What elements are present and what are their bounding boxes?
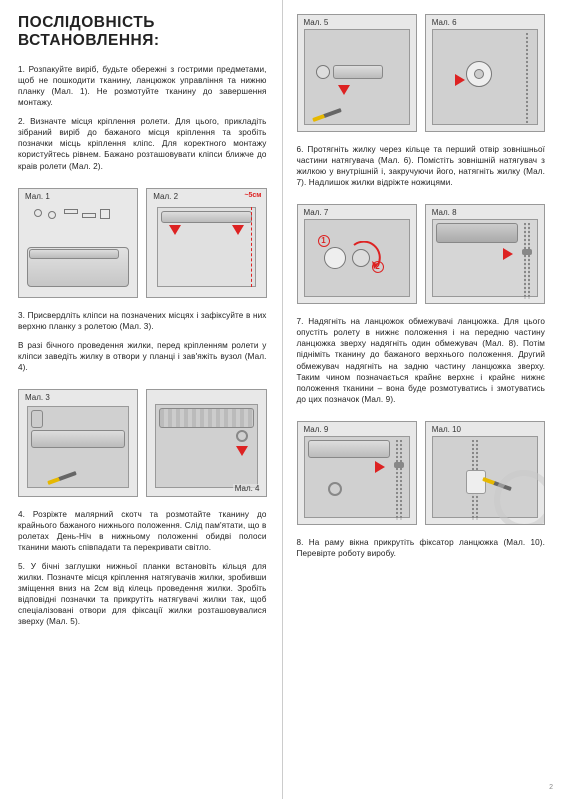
figure-row-7-8: Мал. 7 1 2 Мал. 8 — [297, 204, 546, 304]
page-title: ПОСЛІДОВНІСТЬ ВСТАНОВЛЕННЯ: — [18, 14, 267, 50]
figure-5-label: Мал. 5 — [302, 18, 331, 27]
figure-8-label: Мал. 8 — [430, 208, 459, 217]
step-4: 4. Розріжте малярний скотч та розмотайте… — [18, 509, 267, 553]
figure-9: Мал. 9 — [297, 421, 417, 525]
step-5: 5. У бічні заглушки нижньої планки встан… — [18, 561, 267, 627]
figure-4-label: Мал. 4 — [233, 484, 262, 493]
step-3b: В разі бічного проведення жилки, перед к… — [18, 340, 267, 373]
figure-1-label: Мал. 1 — [23, 192, 52, 201]
figure-6-label: Мал. 6 — [430, 18, 459, 27]
figure-3-label: Мал. 3 — [23, 393, 52, 402]
step-8: 8. На раму вікна прикрутіть фіксатор лан… — [297, 537, 546, 559]
right-column: Мал. 5 Мал. 6 6. Протягніть жилку через … — [283, 0, 565, 799]
figure-row-5-6: Мал. 5 Мал. 6 — [297, 14, 546, 132]
figure-row-1-2: Мал. 1 Мал. 2 ~5см — [18, 188, 267, 298]
figure-10-label: Мал. 10 — [430, 425, 463, 434]
left-column: ПОСЛІДОВНІСТЬ ВСТАНОВЛЕННЯ: 1. Розпакуйт… — [0, 0, 283, 799]
figure-2-label: Мал. 2 — [151, 192, 180, 201]
page-number: 2 — [549, 784, 553, 791]
figure-6: Мал. 6 — [425, 14, 545, 132]
figure-8: Мал. 8 — [425, 204, 545, 304]
step-2: 2. Визначте місця кріплення ролети. Для … — [18, 116, 267, 171]
callout-1: 1 — [318, 235, 330, 247]
figure-2-dimension: ~5см — [244, 192, 261, 199]
figure-2: Мал. 2 ~5см — [146, 188, 266, 298]
figure-10: Мал. 10 — [425, 421, 545, 525]
figure-1: Мал. 1 — [18, 188, 138, 298]
step-1: 1. Розпакуйте виріб, будьте обережні з г… — [18, 64, 267, 108]
figure-row-3-4: Мал. 3 Мал. 4 — [18, 389, 267, 497]
step-3a: 3. Присвердліть кліпси на позначених міс… — [18, 310, 267, 332]
figure-7: Мал. 7 1 2 — [297, 204, 417, 304]
figure-5: Мал. 5 — [297, 14, 417, 132]
figure-3: Мал. 3 — [18, 389, 138, 497]
figure-7-label: Мал. 7 — [302, 208, 331, 217]
figure-row-9-10: Мал. 9 Мал. 10 — [297, 421, 546, 525]
figure-4: Мал. 4 — [146, 389, 266, 497]
figure-9-label: Мал. 9 — [302, 425, 331, 434]
column-divider — [282, 0, 283, 799]
step-7: 7. Надягніть на ланцюжок обмежувачі ланц… — [297, 316, 546, 405]
step-6: 6. Протягніть жилку через кільце та перш… — [297, 144, 546, 188]
